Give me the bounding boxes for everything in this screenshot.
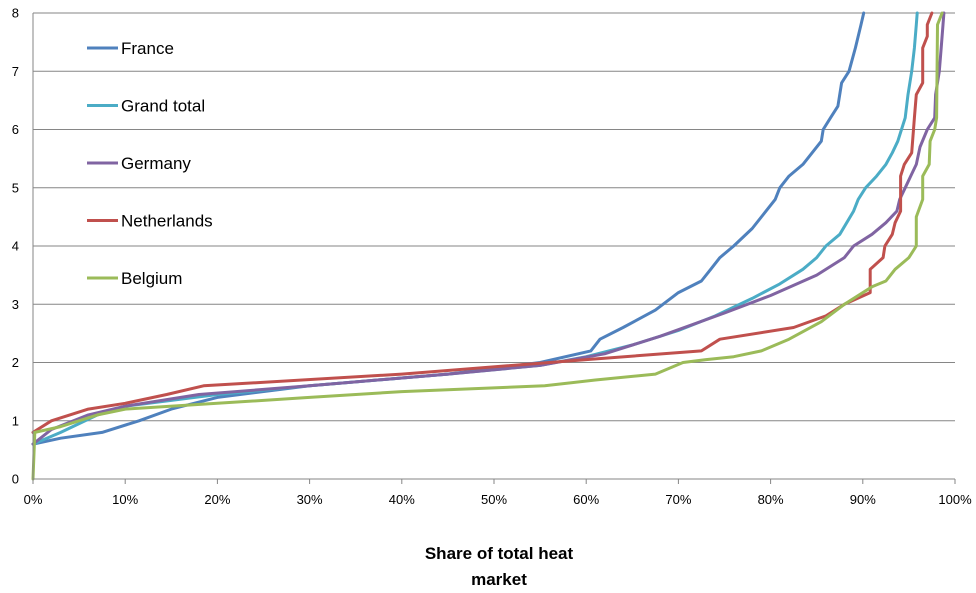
legend-label: Netherlands	[121, 212, 213, 231]
x-tick-label: 10%	[112, 492, 138, 507]
legend-label: Grand total	[121, 97, 205, 116]
legend-label: Germany	[121, 154, 191, 173]
x-tick-label: 70%	[665, 492, 691, 507]
x-tick-label: 20%	[204, 492, 230, 507]
y-tick-label: 2	[12, 355, 19, 370]
y-tick-label: 8	[12, 6, 19, 21]
x-axis: 0% 10% 20% 30% 40% 50% 60% 70% 80% 90% 100%	[24, 478, 972, 507]
x-tick-label: 50%	[481, 492, 507, 507]
series-line-netherlands	[31, 11, 934, 434]
legend: France Grand total Germany Netherlands Belgi…	[87, 39, 213, 288]
x-tick-label: 30%	[297, 492, 323, 507]
y-tick-label: 6	[12, 122, 19, 137]
series-lines	[31, 11, 946, 481]
y-tick-label: 3	[12, 297, 19, 312]
y-tick-label: 7	[12, 64, 19, 79]
y-tick-label: 5	[12, 180, 19, 195]
y-axis: 0 1 2 3 4 5 6 7 8	[12, 6, 34, 487]
legend-label: France	[121, 39, 174, 58]
y-tick-label: 0	[12, 472, 19, 487]
y-tick-label: 1	[12, 413, 19, 428]
y-tick-label: 4	[12, 239, 19, 254]
x-tick-label: 80%	[758, 492, 784, 507]
x-tick-label: 90%	[850, 492, 876, 507]
series-line-germany	[31, 11, 946, 446]
x-tick-label: 100%	[938, 492, 972, 507]
legend-label: Belgium	[121, 269, 182, 288]
x-tick-label: 0%	[24, 492, 43, 507]
x-axis-title-line-2: market	[471, 570, 527, 589]
gridlines	[33, 12, 955, 422]
series-line-belgium	[31, 11, 944, 481]
x-tick-label: 40%	[389, 492, 415, 507]
x-axis-title-line-1: Share of total heat	[425, 544, 574, 563]
x-tick-label: 60%	[573, 492, 599, 507]
